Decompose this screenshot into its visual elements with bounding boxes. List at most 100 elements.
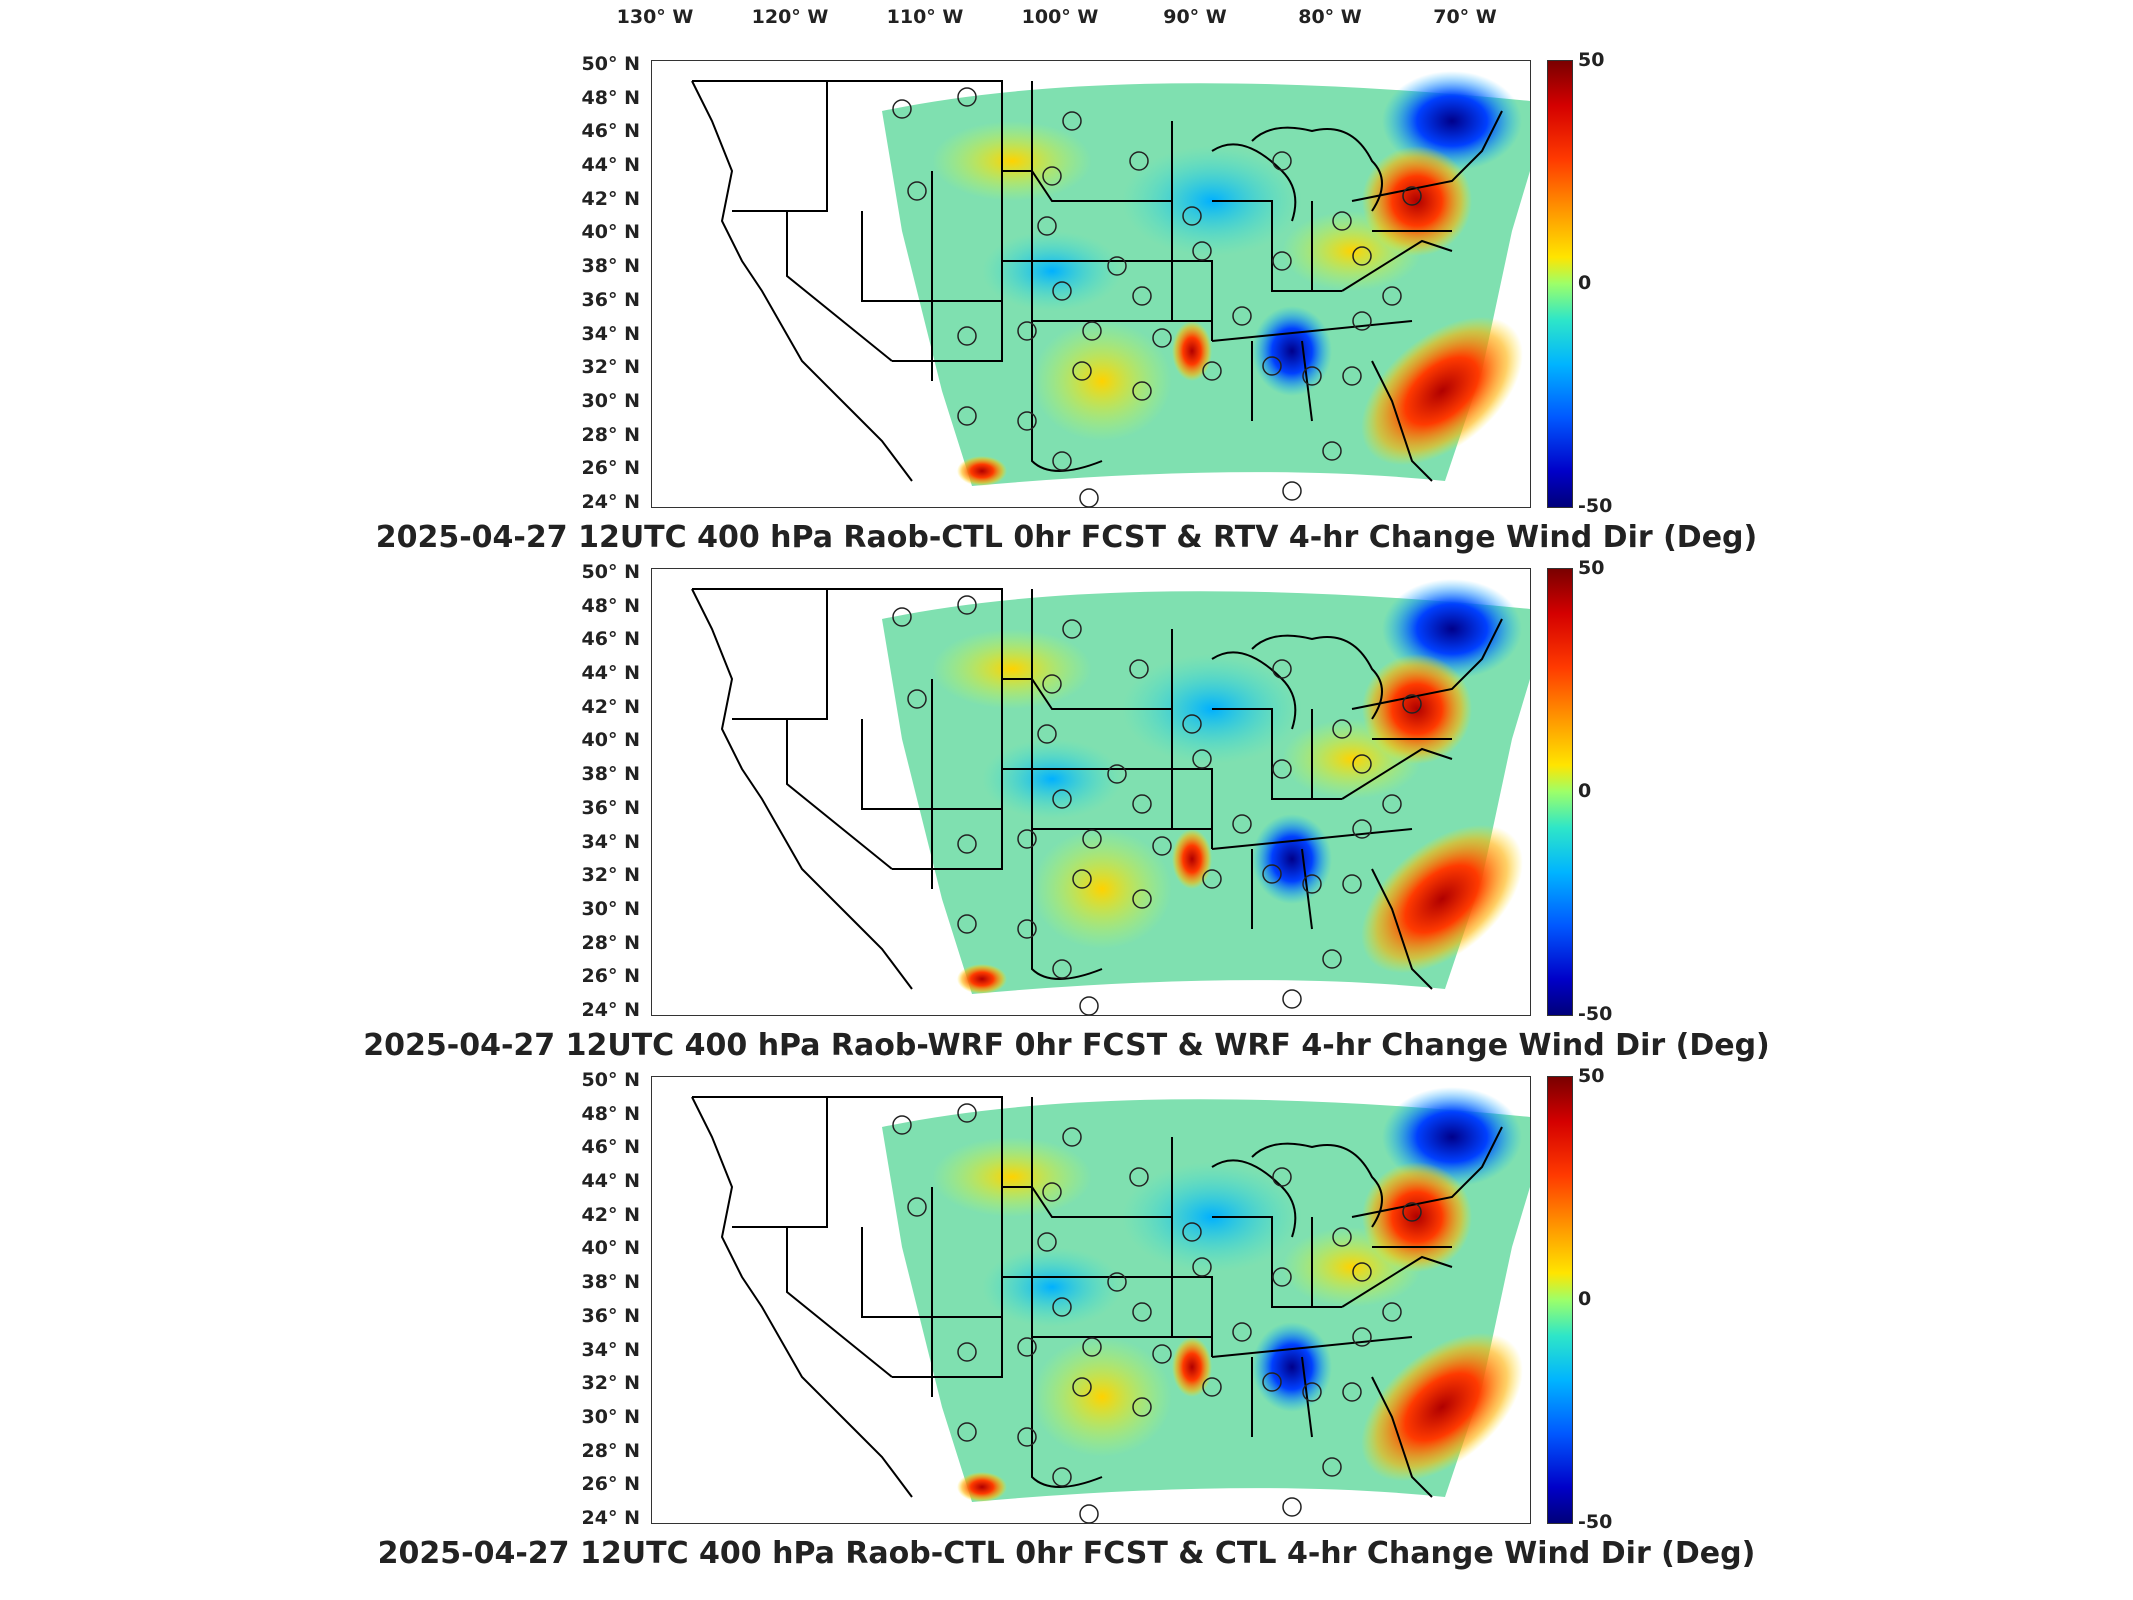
raob-station-marker bbox=[1282, 1497, 1302, 1517]
raob-station-marker bbox=[1352, 754, 1372, 774]
raob-station-marker bbox=[1332, 211, 1352, 231]
raob-station-marker bbox=[957, 406, 977, 426]
field-yellow-blob bbox=[932, 121, 1092, 201]
field-red-blob bbox=[957, 964, 1007, 994]
raob-station-marker bbox=[1272, 151, 1292, 171]
raob-station-marker bbox=[892, 1115, 912, 1135]
raob-station-marker bbox=[1062, 111, 1082, 131]
raob-station-marker bbox=[1107, 256, 1127, 276]
field-yellow-blob bbox=[1032, 1337, 1172, 1457]
raob-station-marker bbox=[1402, 186, 1422, 206]
raob-station-marker bbox=[907, 689, 927, 709]
raob-station-marker bbox=[1052, 281, 1072, 301]
raob-station-marker bbox=[1042, 1182, 1062, 1202]
lat-label: 46° N bbox=[581, 628, 640, 651]
raob-station-marker bbox=[1017, 919, 1037, 939]
raob-station-marker bbox=[1342, 874, 1362, 894]
lat-label: 44° N bbox=[581, 1170, 640, 1193]
raob-station-marker bbox=[1332, 1227, 1352, 1247]
raob-station-marker bbox=[1272, 251, 1292, 271]
raob-station-marker bbox=[1079, 1504, 1099, 1523]
raob-station-marker bbox=[1382, 1302, 1402, 1322]
colorbar bbox=[1547, 60, 1573, 508]
lat-label: 48° N bbox=[581, 594, 640, 617]
lat-label: 38° N bbox=[581, 255, 640, 278]
raob-station-marker bbox=[1352, 1262, 1372, 1282]
field-red-blob bbox=[957, 456, 1007, 486]
lat-label: 38° N bbox=[581, 1271, 640, 1294]
colorbar-min-label: -50 bbox=[1578, 1511, 1613, 1533]
field-red-blob bbox=[1362, 654, 1472, 764]
raob-station-marker bbox=[1132, 286, 1152, 306]
raob-station-marker bbox=[1272, 1167, 1292, 1187]
raob-station-marker bbox=[1079, 488, 1099, 507]
raob-station-marker bbox=[1322, 949, 1342, 969]
raob-station-marker bbox=[1382, 794, 1402, 814]
raob-station-marker bbox=[1382, 286, 1402, 306]
raob-station-marker bbox=[1132, 1397, 1152, 1417]
lat-label: 34° N bbox=[581, 830, 640, 853]
raob-station-marker bbox=[1132, 381, 1152, 401]
colorbar-min-label: -50 bbox=[1578, 1003, 1613, 1025]
field-yellow-blob bbox=[932, 1137, 1092, 1217]
colorbar bbox=[1547, 568, 1573, 1016]
lon-label: 130° W bbox=[616, 6, 694, 28]
raob-station-marker bbox=[1282, 481, 1302, 501]
lat-label: 32° N bbox=[581, 1372, 640, 1395]
raob-stations bbox=[892, 87, 1422, 507]
raob-station-marker bbox=[957, 914, 977, 934]
raob-station-marker bbox=[1262, 356, 1282, 376]
lat-label: 40° N bbox=[581, 221, 640, 244]
raob-station-marker bbox=[892, 607, 912, 627]
field-red-blob bbox=[1172, 829, 1212, 889]
field-yellow-blob bbox=[1032, 829, 1172, 949]
colorbar bbox=[1547, 1076, 1573, 1524]
raob-station-marker bbox=[957, 1103, 977, 1123]
raob-station-marker bbox=[1192, 749, 1212, 769]
raob-station-marker bbox=[1202, 361, 1222, 381]
lat-label: 32° N bbox=[581, 356, 640, 379]
map-svg bbox=[691, 579, 1530, 1015]
raob-station-marker bbox=[1017, 1427, 1037, 1447]
colorbar-max-label: 50 bbox=[1578, 1065, 1605, 1087]
raob-station-marker bbox=[1402, 1202, 1422, 1222]
raob-station-marker bbox=[1082, 829, 1102, 849]
lat-label: 48° N bbox=[581, 1102, 640, 1125]
field-blue-blob bbox=[1252, 814, 1332, 904]
raob-station-marker bbox=[1352, 246, 1372, 266]
raob-station-marker bbox=[1152, 836, 1172, 856]
raob-station-marker bbox=[1107, 764, 1127, 784]
lon-label: 90° W bbox=[1163, 6, 1227, 28]
raob-station-marker bbox=[1232, 1322, 1252, 1342]
raob-station-marker bbox=[1302, 1382, 1322, 1402]
state-boundaries bbox=[691, 1096, 1503, 1498]
field-blue-blob bbox=[1252, 1322, 1332, 1412]
raob-station-marker bbox=[1182, 206, 1202, 226]
raob-station-marker bbox=[1262, 864, 1282, 884]
state-boundaries bbox=[691, 80, 1503, 482]
lon-label: 120° W bbox=[751, 6, 829, 28]
lat-label: 28° N bbox=[581, 931, 640, 954]
lat-label: 38° N bbox=[581, 763, 640, 786]
raob-station-marker bbox=[1132, 1302, 1152, 1322]
raob-station-marker bbox=[1072, 361, 1092, 381]
state-boundaries bbox=[691, 588, 1503, 990]
map-svg bbox=[691, 1087, 1530, 1523]
field-red-blob bbox=[1172, 1337, 1212, 1397]
raob-station-marker bbox=[1302, 366, 1322, 386]
raob-station-marker bbox=[1232, 814, 1252, 834]
raob-station-marker bbox=[1262, 1372, 1282, 1392]
lat-label: 46° N bbox=[581, 1136, 640, 1159]
lat-label: 44° N bbox=[581, 662, 640, 685]
field-blue-blob bbox=[1252, 306, 1332, 396]
raob-station-marker bbox=[1342, 1382, 1362, 1402]
colorbar-min-label: -50 bbox=[1578, 495, 1613, 517]
raob-station-marker bbox=[957, 326, 977, 346]
lat-label: 50° N bbox=[581, 53, 640, 75]
raob-station-marker bbox=[1062, 1127, 1082, 1147]
panel-title: 2025-04-27 12UTC 400 hPa Raob-CTL 0hr FC… bbox=[377, 1536, 1756, 1571]
raob-station-marker bbox=[1129, 151, 1149, 171]
raob-station-marker bbox=[1042, 166, 1062, 186]
field-red-blob bbox=[1172, 321, 1212, 381]
colorbar-mid-label: 0 bbox=[1578, 1288, 1592, 1310]
